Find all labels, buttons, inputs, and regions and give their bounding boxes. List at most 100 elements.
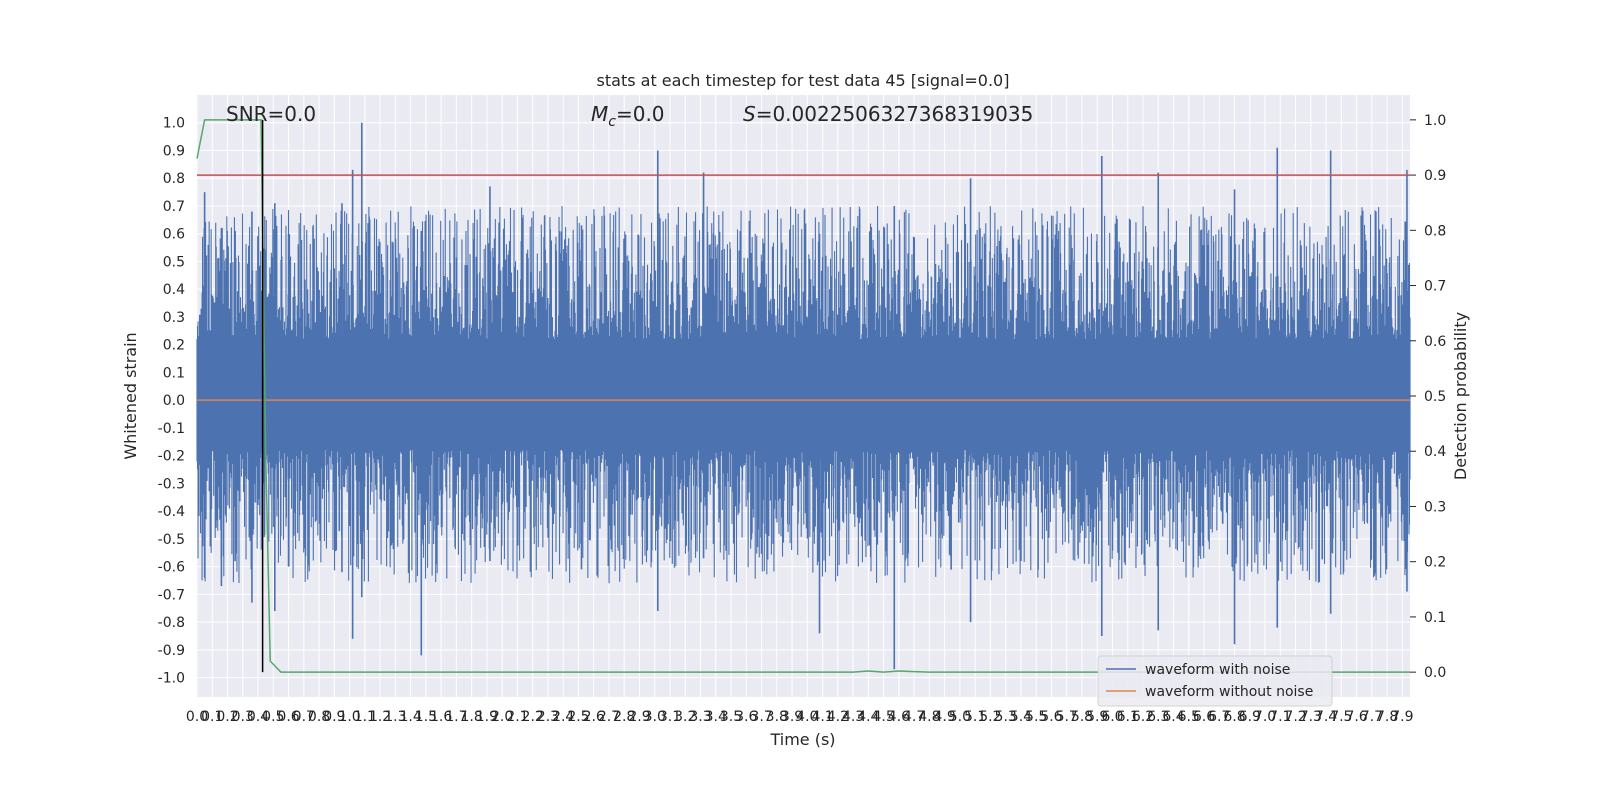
y-tick-label-left: 0.2 — [163, 338, 185, 354]
x-tick-label: 0.8 — [308, 709, 330, 725]
x-tick-label: 0.9 — [323, 709, 345, 725]
x-tick-label: 2.3 — [537, 709, 559, 725]
legend: waveform with noise waveform without noi… — [1097, 655, 1333, 707]
x-tick-label: 3.5 — [720, 709, 742, 725]
legend-box — [1097, 655, 1333, 707]
x-tick-label: 4.4 — [857, 709, 879, 725]
x-tick-label: 6.1 — [1117, 709, 1139, 725]
x-tick-label: 1.8 — [461, 709, 483, 725]
x-tick-label: 3.6 — [735, 709, 757, 725]
x-tick-label: 3.7 — [750, 709, 772, 725]
x-tick-label: 1.5 — [415, 709, 437, 725]
annotation-mc-value: =0.0 — [616, 102, 665, 126]
chart-title: stats at each timestep for test data 45 … — [597, 71, 1010, 90]
y-axis-label-left: Whitened strain — [121, 332, 140, 459]
x-tick-label: 5.8 — [1071, 709, 1093, 725]
y-tick-label-left: 0.3 — [163, 310, 185, 326]
x-tick-label: 4.5 — [872, 709, 894, 725]
legend-label-clean: waveform without noise — [1145, 684, 1313, 700]
x-tick-label: 7.8 — [1376, 709, 1398, 725]
x-tick-label: 4.8 — [918, 709, 940, 725]
x-tick-label: 1.6 — [430, 709, 452, 725]
x-tick-label: 1.4 — [399, 709, 421, 725]
x-tick-label: 0.6 — [277, 709, 299, 725]
y-tick-label-left: 0.8 — [163, 171, 185, 187]
x-tick-label: 2.1 — [506, 709, 528, 725]
x-tick-label: 3.3 — [689, 709, 711, 725]
tick-layer: 0.00.10.20.30.40.50.60.70.80.91.01.11.21… — [158, 113, 1447, 725]
x-tick-label: 6.8 — [1223, 709, 1245, 725]
x-tick-label: 5.9 — [1086, 709, 1108, 725]
lines-layer — [196, 119, 1410, 673]
x-tick-label: 0.0 — [186, 709, 208, 725]
annotation-s-value: =0.0022506327368319035 — [756, 102, 1034, 126]
x-tick-label: 2.9 — [628, 709, 650, 725]
x-tick-label: 7.0 — [1254, 709, 1276, 725]
legend-label-noise: waveform with noise — [1145, 662, 1290, 678]
y-tick-label-left: -0.3 — [158, 476, 185, 492]
x-tick-label: 4.0 — [796, 709, 818, 725]
y-tick-label-left: 0.0 — [163, 393, 185, 409]
x-tick-label: 2.7 — [598, 709, 620, 725]
x-tick-label: 5.2 — [979, 709, 1001, 725]
x-tick-label: 6.2 — [1132, 709, 1154, 725]
y-tick-label-right: 0.8 — [1424, 223, 1446, 239]
y-tick-label-left: -0.7 — [158, 587, 185, 603]
y-tick-label-left: 0.7 — [163, 199, 185, 215]
x-tick-label: 5.7 — [1056, 709, 1078, 725]
x-tick-label: 3.1 — [659, 709, 681, 725]
y-axis-label-right: Detection probability — [1451, 312, 1470, 480]
x-tick-label: 2.8 — [613, 709, 635, 725]
y-tick-label-right: 0.2 — [1424, 555, 1446, 571]
x-tick-label: 7.9 — [1391, 709, 1413, 725]
y-tick-label-right: 0.4 — [1424, 444, 1446, 460]
y-tick-label-right: 0.1 — [1424, 610, 1446, 626]
y-tick-label-left: 0.9 — [163, 143, 185, 159]
x-tick-label: 6.0 — [1101, 709, 1123, 725]
x-tick-label: 2.2 — [522, 709, 544, 725]
x-tick-label: 7.7 — [1361, 709, 1383, 725]
x-tick-label: 4.7 — [903, 709, 925, 725]
y-tick-label-left: -0.6 — [158, 560, 185, 576]
x-tick-label: 3.2 — [674, 709, 696, 725]
x-tick-label: 1.0 — [338, 709, 360, 725]
y-tick-label-left: 0.4 — [163, 282, 185, 298]
x-tick-label: 0.3 — [232, 709, 254, 725]
x-tick-label: 4.1 — [811, 709, 833, 725]
x-tick-label: 0.5 — [262, 709, 284, 725]
x-tick-label: 0.4 — [247, 709, 269, 725]
x-tick-label: 2.0 — [491, 709, 513, 725]
annotation-s: S=0.0022506327368319035 — [743, 102, 1033, 126]
x-tick-label: 3.8 — [766, 709, 788, 725]
x-tick-label: 2.4 — [552, 709, 574, 725]
x-tick-label: 0.2 — [216, 709, 238, 725]
x-tick-label: 1.7 — [445, 709, 467, 725]
x-tick-label: 7.4 — [1315, 709, 1337, 725]
x-tick-label: 1.1 — [354, 709, 376, 725]
x-tick-label: 7.2 — [1284, 709, 1306, 725]
x-tick-label: 5.0 — [949, 709, 971, 725]
x-tick-label: 6.5 — [1178, 709, 1200, 725]
x-tick-label: 2.6 — [583, 709, 605, 725]
x-tick-label: 1.2 — [369, 709, 391, 725]
x-tick-label: 5.6 — [1040, 709, 1062, 725]
x-tick-label: 2.5 — [567, 709, 589, 725]
x-tick-label: 6.9 — [1239, 709, 1261, 725]
x-tick-label: 3.4 — [705, 709, 727, 725]
x-tick-label: 4.6 — [888, 709, 910, 725]
y-tick-label-left: 0.5 — [163, 254, 185, 270]
y-tick-label-right: 1.0 — [1424, 113, 1446, 129]
x-tick-label: 5.1 — [964, 709, 986, 725]
y-tick-label-left: 0.6 — [163, 227, 185, 243]
x-tick-label: 1.9 — [476, 709, 498, 725]
y-tick-label-left: -0.9 — [158, 643, 185, 659]
x-tick-label: 5.5 — [1025, 709, 1047, 725]
y-tick-label-left: -1.0 — [158, 671, 185, 687]
x-axis-label: Time (s) — [769, 730, 835, 749]
x-tick-label: 6.6 — [1193, 709, 1215, 725]
x-tick-label: 4.2 — [827, 709, 849, 725]
x-tick-label: 1.3 — [384, 709, 406, 725]
x-tick-label: 5.3 — [995, 709, 1017, 725]
